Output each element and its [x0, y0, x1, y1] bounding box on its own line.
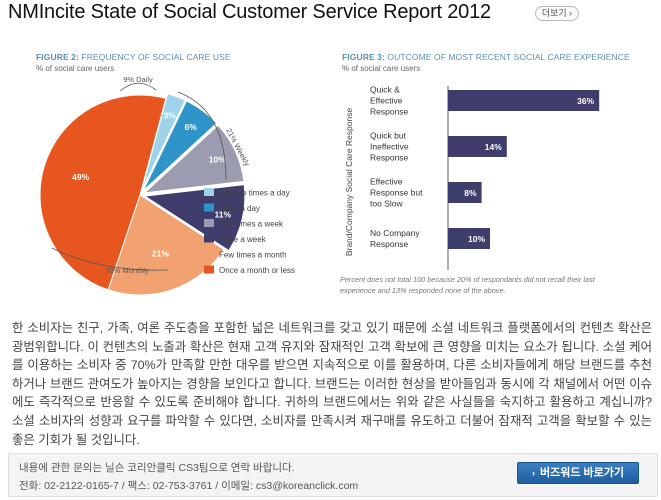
legend-swatch [204, 234, 214, 243]
contact-note: 내용에 관한 문의는 닐슨 코리안클릭 CS3팀으로 연락 바랍니다. [19, 462, 295, 474]
more-button[interactable]: 더보기 › [535, 6, 579, 21]
pie-slice-label: 21% [152, 249, 169, 259]
pie-slice [141, 93, 186, 191]
legend-label: Once a month or less [219, 266, 295, 275]
footnote-line: Percent does not total 100 because 20% o… [340, 275, 596, 284]
category-label-line: Effective [370, 96, 403, 106]
figure2-title: FIGURE 2: FREQUENCY OF SOCIAL CARE USE [36, 52, 231, 62]
category-label-line: Response [370, 107, 409, 117]
weekly-bracket [177, 91, 227, 181]
pie-slice-label: 11% [214, 209, 231, 219]
category-label-line: No Company [370, 228, 420, 238]
page-title: NMIncite State of Social Customer Servic… [8, 1, 491, 23]
y-axis-label: Brand/Company Social Care Response [344, 108, 354, 257]
pie-slice [142, 100, 218, 192]
category-label-line: Response but [370, 188, 423, 198]
buzzword-link-button[interactable]: › 버즈워드 바로가기 [517, 462, 639, 484]
pie-slice-label: 49% [72, 172, 89, 182]
figure3-subtitle: % of social care users [342, 64, 421, 73]
bar-value-label: 36% [577, 96, 594, 106]
monthly-bracket [51, 247, 169, 271]
figure2-subtitle: % of social care users [36, 64, 115, 73]
category-label-line: Response [370, 153, 409, 163]
bar-value-label: 14% [485, 142, 502, 152]
article-body: 한 소비자는 친구, 가족, 여론 주도층을 포함한 넓은 네트워크를 갖고 있… [12, 321, 652, 447]
pie-slice-label: 6% [185, 122, 198, 132]
legend-label: Few times a week [219, 220, 284, 229]
category-label-line: Response [370, 239, 409, 249]
legend-swatch [204, 219, 214, 227]
arrow-icon: › [531, 468, 535, 478]
monthly-label: 70% Monthly [105, 266, 149, 275]
bar-value-label: 8% [464, 188, 477, 198]
contact-footer: 내용에 관한 문의는 닐슨 코리안클릭 CS3팀으로 연락 바랍니다. 전화: … [8, 453, 658, 497]
category-label-line: Effective [370, 177, 403, 187]
pie-slice [39, 94, 167, 291]
pie-slice [143, 184, 246, 252]
pie-slice-label: 3% [163, 110, 176, 120]
bar-value-label: 10% [468, 234, 485, 244]
contact-details: 전화: 02-2122-0165-7 / 팩스: 02-753-3761 / 이… [19, 480, 359, 492]
bar [448, 182, 482, 203]
figure3-title: FIGURE 3: OUTCOME OF MOST RECENT SOCIAL … [342, 52, 630, 62]
bar-chart: Brand/Company Social Care Response Quick … [340, 85, 600, 295]
legend-label: Few times a month [219, 251, 287, 260]
category-label-line: Quick but [370, 131, 407, 141]
legend-label: Once a day [219, 204, 260, 213]
bar [448, 90, 600, 111]
category-label-line: Ineffective [370, 142, 409, 152]
pie-slice-label: 10% [209, 155, 226, 165]
bar [448, 136, 507, 157]
legend-swatch [204, 188, 214, 196]
category-label-line: too Slow [370, 199, 403, 209]
legend-swatch [204, 203, 214, 212]
legend-label: Once a week [219, 235, 267, 244]
daily-bracket [119, 82, 157, 92]
figure-panel: FIGURE 2: FREQUENCY OF SOCIAL CARE USE %… [30, 38, 630, 300]
legend-label: Multiple times a day [219, 189, 290, 198]
bar [448, 228, 490, 249]
footnote-line: experience and 13% responded none of the… [340, 286, 506, 295]
legend-swatch [204, 265, 214, 274]
pie-slice [107, 194, 225, 296]
pie-slice [143, 124, 245, 194]
daily-label: 9% Daily [123, 75, 153, 84]
category-label-line: Quick & [370, 85, 400, 95]
legend-swatch [204, 250, 214, 258]
